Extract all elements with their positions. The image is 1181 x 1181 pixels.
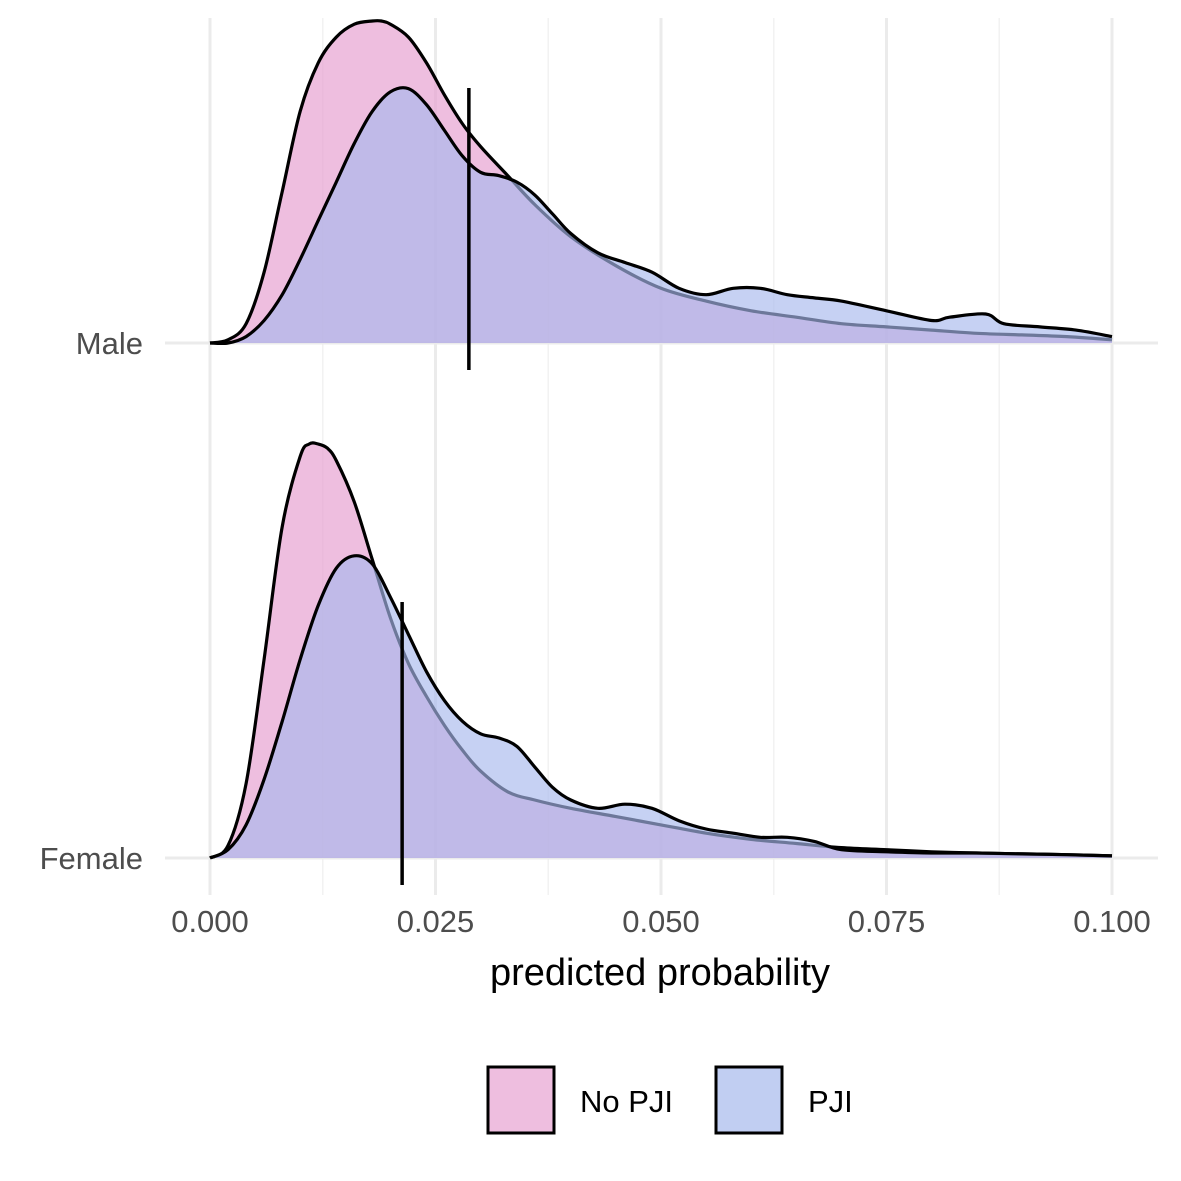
- x-tick-label: 0.050: [622, 904, 700, 939]
- group-label-female: Female: [40, 841, 143, 876]
- legend-key-pji: [714, 1065, 784, 1135]
- legend-label-pji: PJI: [808, 1084, 853, 1119]
- x-axis-title: predicted probability: [490, 952, 830, 994]
- x-tick-label: 0.100: [1073, 904, 1151, 939]
- x-tick-labels: 0.000 0.025 0.050 0.075 0.100: [171, 904, 1151, 939]
- density-areas: [209, 19, 1113, 860]
- threshold-lines: [400, 88, 471, 885]
- group-labels: Male Female: [40, 326, 143, 876]
- male-pji-density-area: [210, 87, 1112, 344]
- female-pji-density-outline: [209, 554, 1113, 860]
- legend-label-no-pji: No PJI: [580, 1084, 673, 1119]
- legend: No PJI PJI: [486, 1065, 853, 1135]
- legend-key-no-pji: [486, 1065, 556, 1135]
- female-pji-density-area: [210, 555, 1112, 858]
- group-label-male: Male: [76, 326, 143, 361]
- x-tick-label: 0.000: [171, 904, 249, 939]
- male-pji-density-outline: [209, 86, 1113, 346]
- x-tick-label: 0.075: [848, 904, 926, 939]
- x-tick-label: 0.025: [397, 904, 475, 939]
